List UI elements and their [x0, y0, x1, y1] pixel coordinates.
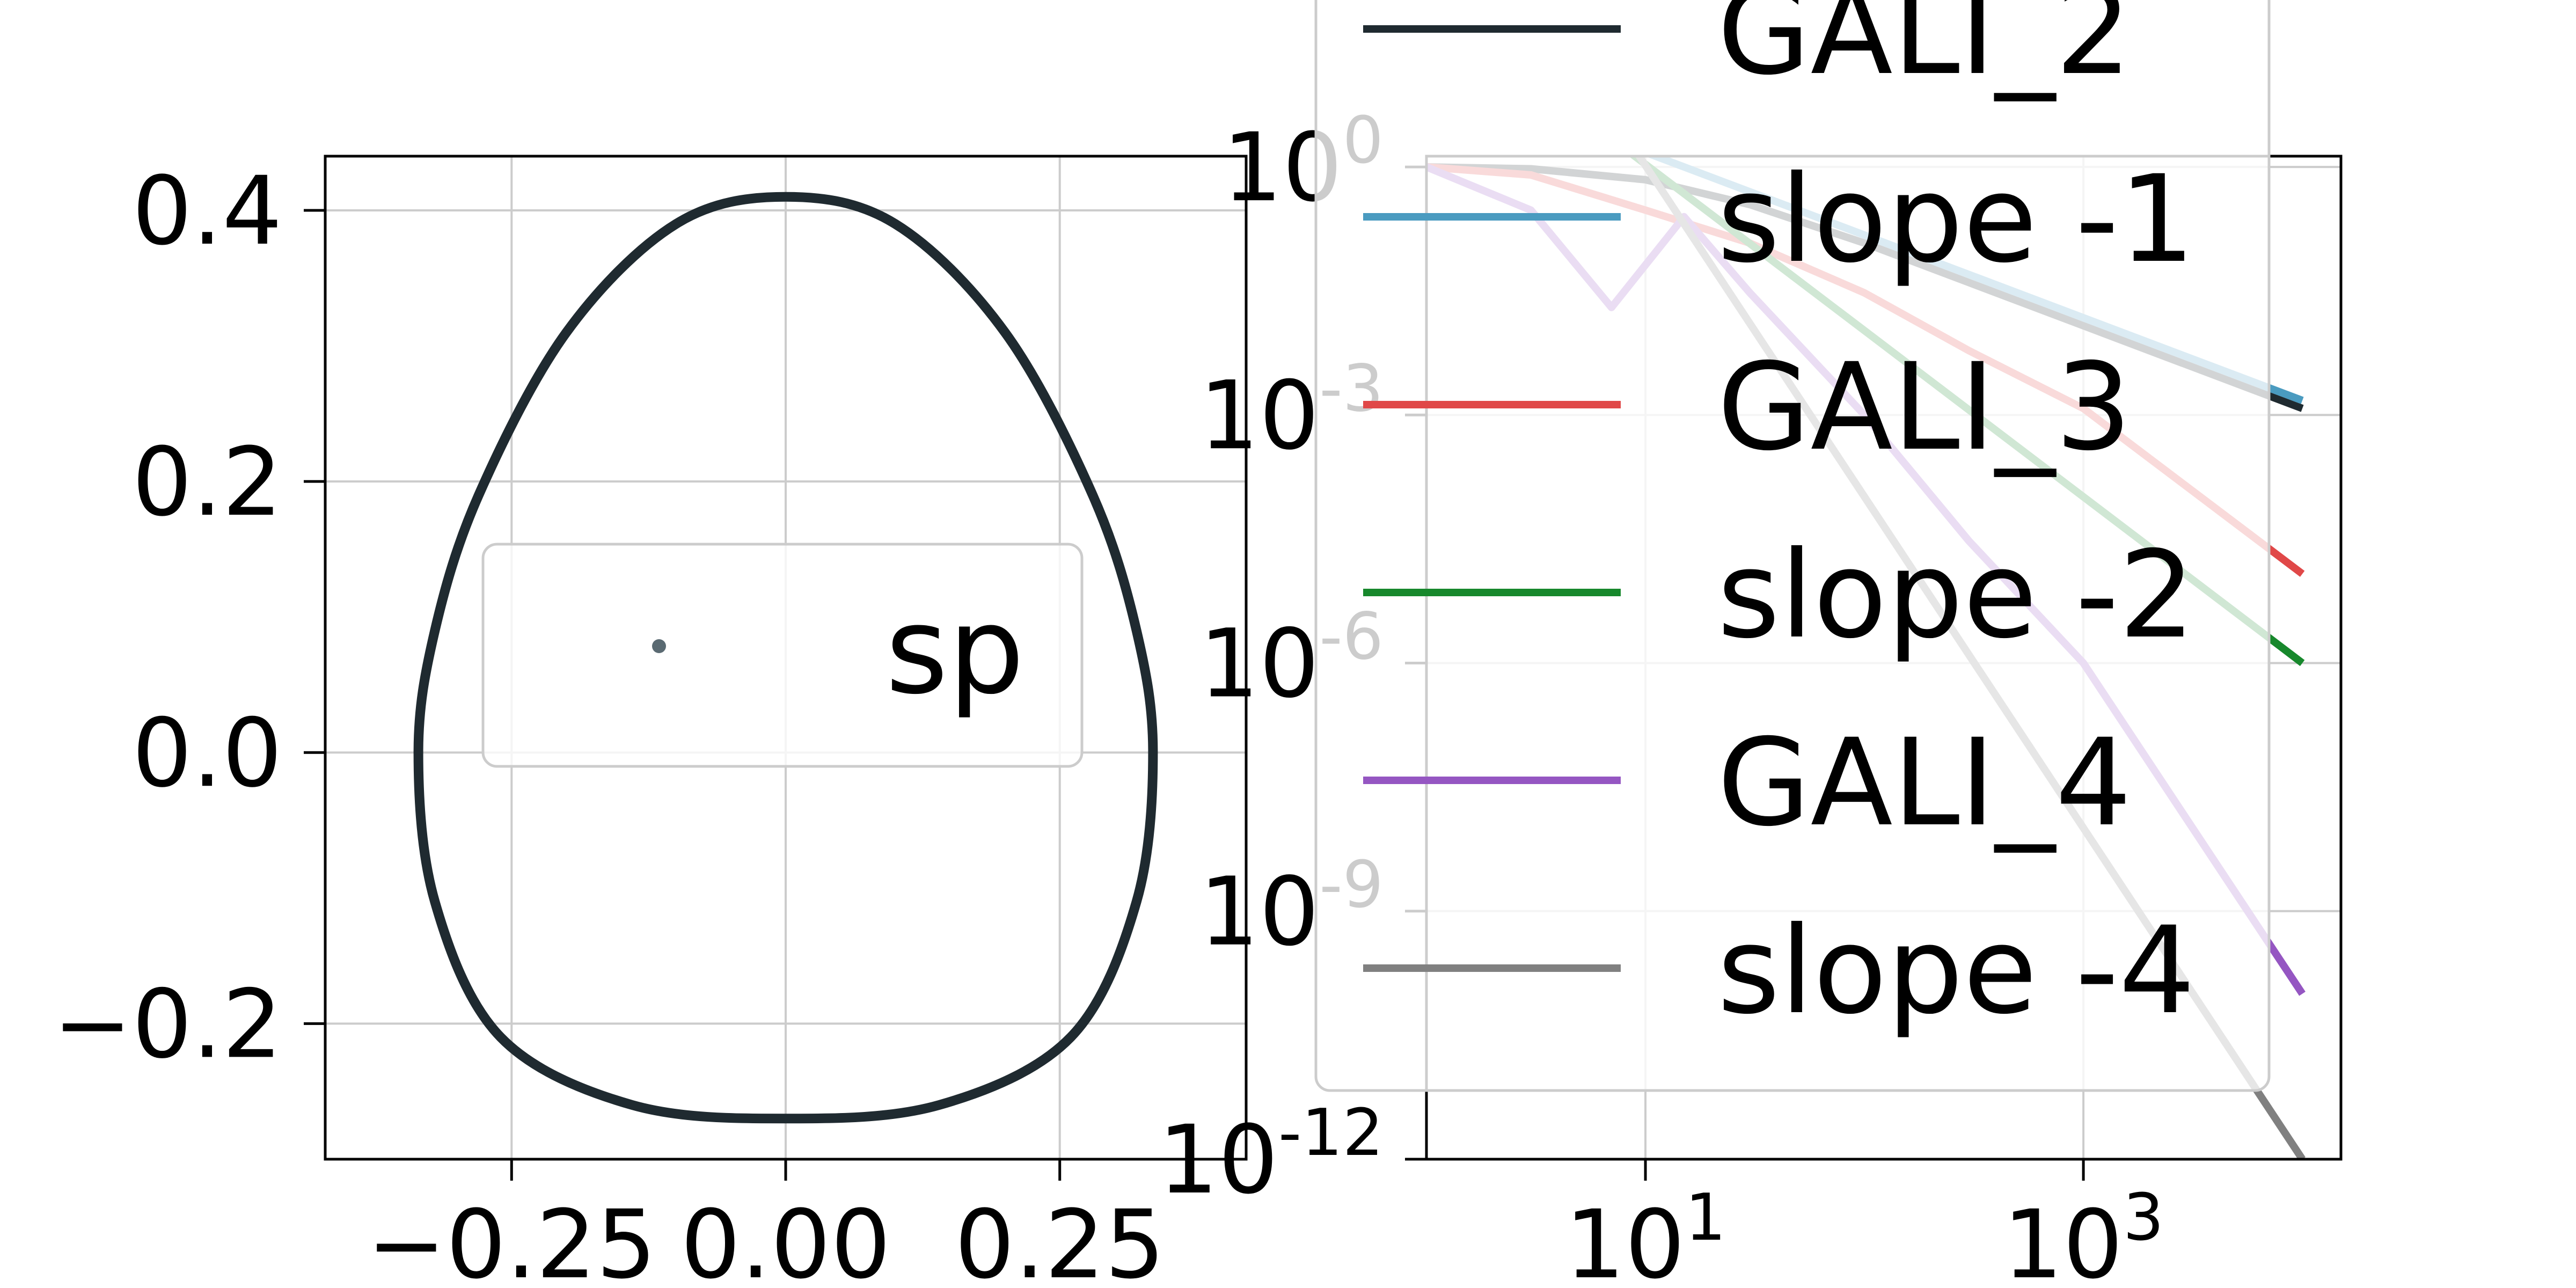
left-y-tick-label: 0.0	[132, 698, 282, 808]
tick-exponent: -12	[1278, 1096, 1384, 1170]
left-axes-frame	[324, 155, 1248, 1161]
closed-orbit-curve	[413, 192, 1158, 1124]
right-x-tick-label: 103	[2003, 1181, 2164, 1288]
phase-space-panel: −0.25 0.00 0.25 −0.2 0.0 0.2 0.4 sp	[53, 155, 1248, 1288]
left-ticks: −0.25 0.00 0.25 −0.2 0.0 0.2 0.4	[53, 156, 1165, 1288]
tick-base: 10	[1199, 857, 1319, 967]
left-y-tick-label: −0.2	[53, 969, 282, 1079]
right-legend-label: GALI_2	[1717, 0, 2132, 101]
left-legend-box	[481, 543, 1084, 768]
tick-base: 10	[2003, 1190, 2123, 1288]
right-legend-label: slope -1	[1717, 149, 2196, 289]
right-legend-label: slope -4	[1717, 901, 2196, 1041]
right-legend-label: GALI_4	[1717, 713, 2132, 853]
left-x-tick-label: −0.25	[367, 1190, 656, 1288]
tick-base: 10	[1199, 361, 1319, 471]
tick-exponent: 3	[2123, 1181, 2164, 1255]
left-x-tick-label: 0.00	[680, 1190, 891, 1288]
left-legend-label: sp	[885, 581, 1024, 721]
right-x-tick-label: 101	[1565, 1181, 1726, 1288]
tick-base: 10	[1158, 1105, 1278, 1215]
tick-exponent: 1	[1685, 1181, 1726, 1255]
legend-dot-marker	[652, 639, 666, 653]
tick-base: 10	[1199, 609, 1319, 719]
left-y-tick-label: 0.4	[132, 156, 282, 266]
left-curves	[413, 192, 1158, 1124]
tick-base: 10	[1565, 1190, 1685, 1288]
right-legend-label: slope -2	[1717, 525, 2196, 665]
right-legend-box	[1314, 0, 2271, 1092]
left-x-tick-label: 0.25	[955, 1190, 1165, 1288]
right-y-tick-label: 10-12	[1158, 1096, 1384, 1215]
left-y-tick-label: 0.2	[132, 427, 282, 537]
right-legend-label: GALI_3	[1717, 337, 2132, 477]
left-legend: sp	[481, 543, 1084, 768]
